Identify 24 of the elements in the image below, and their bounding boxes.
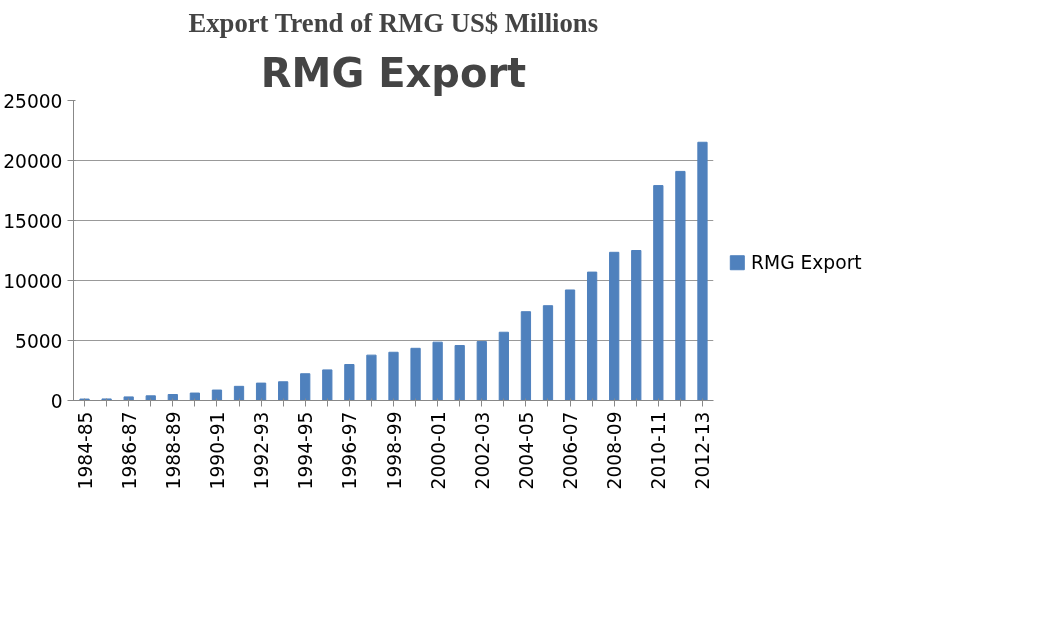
x-tick-label: 2012-13: [692, 411, 714, 490]
x-tick-label: 1990-91: [206, 411, 228, 490]
legend-label: RMG Export: [751, 252, 862, 274]
y-tick-label: 10000: [3, 270, 63, 292]
x-tick-label: 1998-99: [383, 411, 405, 490]
chart-title: Export Trend of RMG US$ Millions: [188, 7, 599, 38]
y-tick-label: 5000: [15, 330, 63, 352]
x-tick-label: 1994-95: [295, 411, 317, 490]
x-tick-label: 2002-03: [471, 411, 493, 490]
x-tick-label: 2008-09: [604, 411, 626, 490]
x-tick-label: 2006-07: [560, 411, 582, 490]
y-tick-label: 20000: [3, 150, 63, 172]
x-tick-label: 1988-89: [162, 411, 184, 490]
y-tick-label: 25000: [3, 90, 63, 112]
x-tick-label: 1996-97: [339, 411, 361, 490]
x-tick-label: 2004-05: [515, 411, 537, 490]
chart-subtitle: RMG Export: [260, 49, 527, 96]
x-tick-label: 2000-01: [427, 411, 449, 490]
x-tick-label: 1986-87: [118, 411, 140, 490]
x-tick-label: 1992-93: [251, 411, 273, 490]
x-tick-label: 1984-85: [74, 411, 96, 490]
y-tick-label: 15000: [3, 210, 63, 232]
x-tick-label: 2010-11: [648, 411, 670, 490]
y-tick-label: 0: [50, 390, 63, 412]
